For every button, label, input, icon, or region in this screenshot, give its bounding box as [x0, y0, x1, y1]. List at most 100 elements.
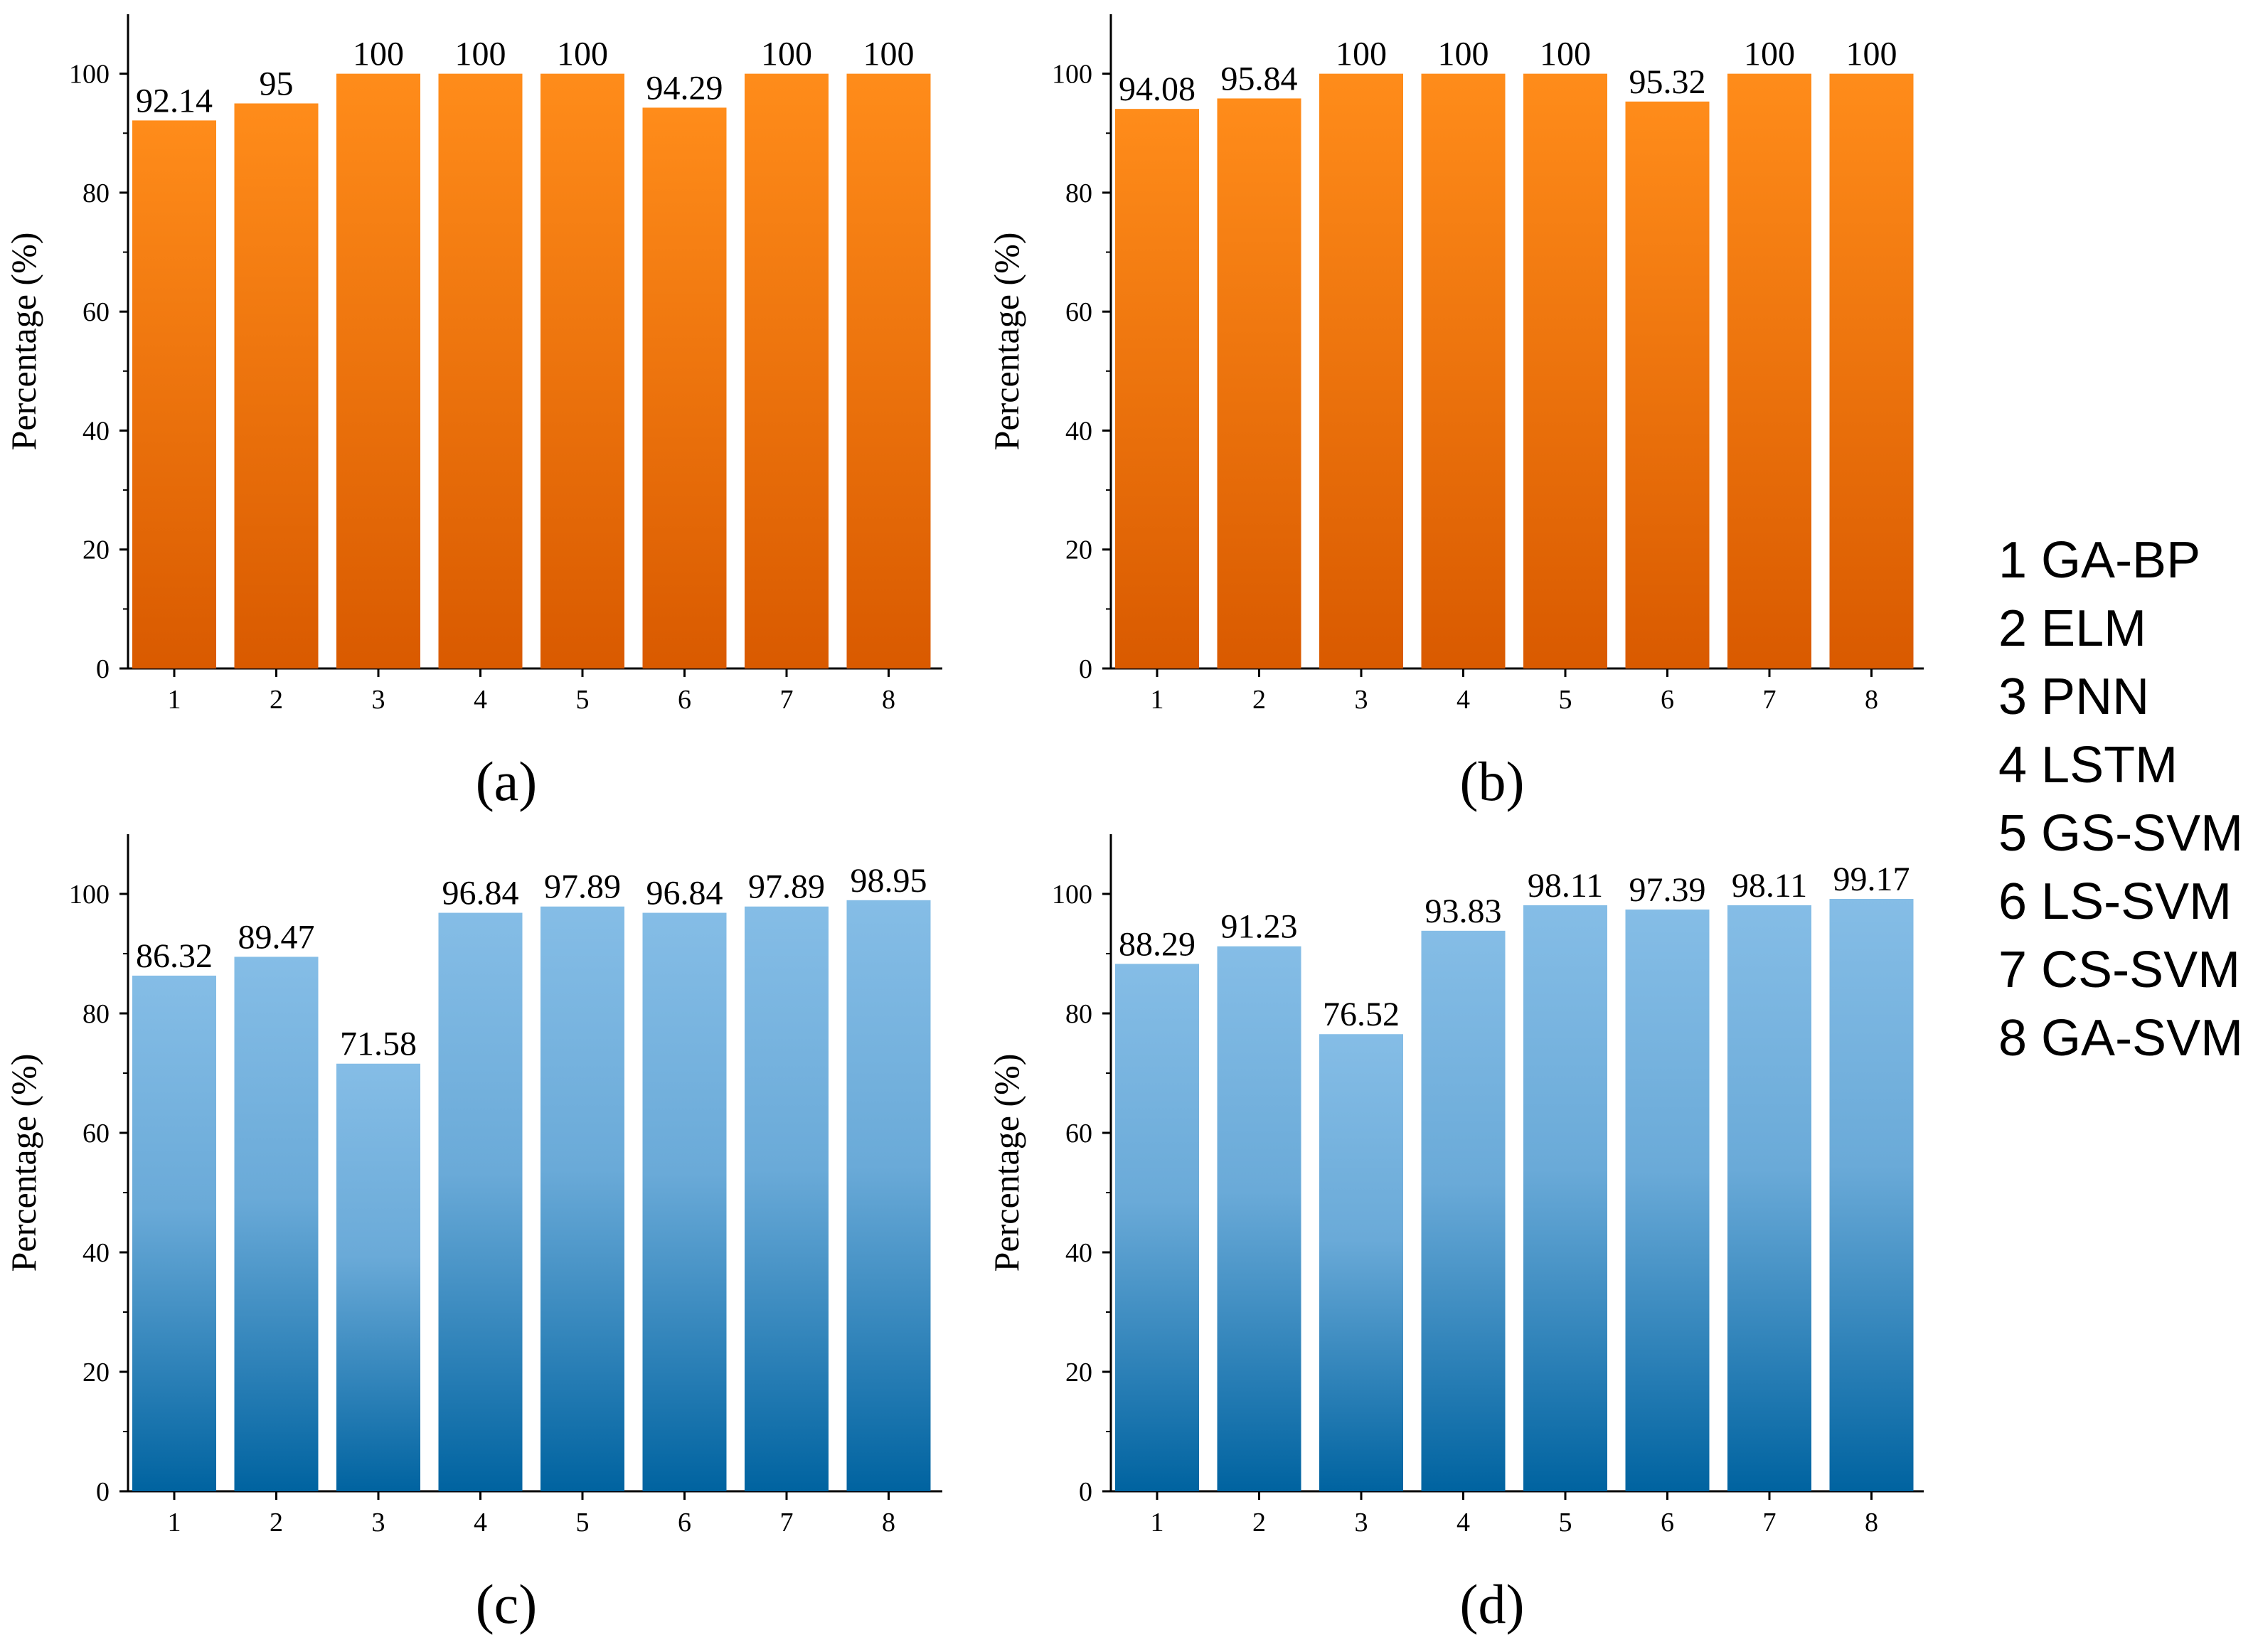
chart-panel-a: 0 20 40 60 80 100 Percentage (%) 1 92.14 2 95 3 100 4… — [4, 14, 942, 812]
y-tick-label: 80 — [1065, 178, 1092, 208]
data-label: 97.89 — [748, 868, 825, 906]
y-axis-label: Percentage (%) — [986, 233, 1026, 451]
x-tick-label: 3 — [1355, 685, 1368, 715]
y-tick-label: 60 — [1065, 1119, 1092, 1149]
x-tick-label: 5 — [576, 1508, 590, 1538]
x-tick-label: 6 — [1661, 685, 1674, 715]
x-tick-label: 8 — [882, 1508, 895, 1538]
y-tick-label: 80 — [82, 999, 110, 1029]
bar — [846, 73, 931, 669]
panel-label: (d) — [1460, 1573, 1525, 1635]
x-tick-label: 6 — [678, 1508, 691, 1538]
data-label: 95.32 — [1629, 63, 1706, 101]
bar — [1625, 909, 1710, 1491]
y-axis-label: Percentage (%) — [4, 233, 43, 451]
bar — [745, 906, 829, 1491]
y-tick-label: 40 — [82, 416, 110, 446]
y-tick-label: 0 — [96, 1477, 110, 1507]
bar — [540, 906, 624, 1491]
bar — [336, 73, 420, 669]
bar — [234, 103, 319, 669]
data-label: 96.84 — [646, 875, 723, 912]
data-label: 76.52 — [1323, 996, 1400, 1033]
data-label: 96.84 — [442, 875, 519, 912]
y-tick-label: 80 — [1065, 999, 1092, 1029]
bar — [1523, 73, 1607, 669]
legend-item: 6 LS-SVM — [1998, 873, 2232, 930]
bar — [1217, 946, 1301, 1491]
x-tick-label: 5 — [1559, 685, 1572, 715]
y-tick-label: 40 — [1065, 1238, 1092, 1268]
data-label: 97.89 — [544, 868, 621, 906]
data-label: 98.11 — [1528, 867, 1603, 905]
bar — [1115, 109, 1199, 668]
bar — [234, 956, 319, 1491]
x-tick-label: 1 — [1151, 1508, 1164, 1538]
y-tick-label: 40 — [1065, 416, 1092, 446]
bar — [1625, 101, 1710, 668]
panel-label: (a) — [476, 750, 538, 812]
bar — [745, 73, 829, 669]
bar — [1829, 73, 1914, 669]
chart-panel-d: 0 20 40 60 80 100 Percentage (%) 1 88.29 2 91.23 3 7… — [986, 834, 1924, 1635]
y-tick-label: 20 — [82, 1358, 110, 1387]
data-label: 100 — [455, 36, 506, 73]
data-label: 100 — [1336, 36, 1387, 73]
y-tick-label: 80 — [82, 178, 110, 208]
x-tick-label: 4 — [1456, 1508, 1470, 1538]
bar — [540, 73, 624, 669]
x-tick-label: 7 — [1763, 1508, 1777, 1538]
legend-item: 3 PNN — [1998, 668, 2150, 725]
y-tick-label: 100 — [1052, 60, 1092, 90]
data-label: 94.29 — [646, 69, 723, 107]
x-tick-label: 2 — [270, 685, 283, 715]
data-label: 98.95 — [851, 862, 927, 900]
data-label: 94.08 — [1119, 70, 1195, 108]
data-label: 100 — [761, 36, 812, 73]
bar — [1829, 898, 1914, 1491]
bar — [1217, 98, 1301, 669]
y-tick-label: 100 — [1052, 880, 1092, 910]
bar — [642, 107, 727, 669]
bar — [336, 1063, 420, 1491]
x-tick-label: 7 — [1763, 685, 1777, 715]
bar — [1421, 73, 1506, 669]
data-label: 100 — [863, 36, 915, 73]
data-label: 100 — [353, 36, 404, 73]
data-label: 95.84 — [1221, 60, 1298, 97]
data-label: 93.83 — [1425, 892, 1502, 930]
x-tick-label: 7 — [780, 1508, 794, 1538]
y-tick-label: 60 — [1065, 297, 1092, 327]
y-tick-label: 20 — [82, 535, 110, 565]
data-label: 100 — [1744, 36, 1795, 73]
bar — [1421, 930, 1506, 1491]
y-tick-label: 100 — [69, 880, 110, 910]
x-tick-label: 1 — [168, 1508, 181, 1538]
bar — [1319, 1034, 1403, 1491]
x-tick-label: 3 — [1355, 1508, 1368, 1538]
bar — [132, 120, 216, 669]
panel-label: (b) — [1460, 750, 1525, 812]
panel-label: (c) — [476, 1573, 538, 1635]
y-tick-label: 40 — [82, 1238, 110, 1268]
x-tick-label: 2 — [1252, 1508, 1266, 1538]
x-tick-label: 6 — [1661, 1508, 1674, 1538]
legend-item: 7 CS-SVM — [1998, 942, 2241, 998]
x-tick-label: 5 — [1559, 1508, 1572, 1538]
data-label: 100 — [557, 36, 608, 73]
chart-panel-c: 0 20 40 60 80 100 Percentage (%) 1 86.32 2 89.47 3 7… — [4, 834, 942, 1635]
x-tick-label: 2 — [270, 1508, 283, 1538]
x-tick-label: 1 — [1151, 685, 1164, 715]
y-tick-label: 60 — [82, 297, 110, 327]
x-tick-label: 8 — [882, 685, 895, 715]
y-tick-label: 0 — [1079, 1477, 1092, 1507]
y-tick-label: 20 — [1065, 1358, 1092, 1387]
x-tick-label: 1 — [168, 685, 181, 715]
bar — [1319, 73, 1403, 669]
y-tick-label: 60 — [82, 1119, 110, 1149]
x-tick-label: 8 — [1865, 1508, 1878, 1538]
bar — [1727, 73, 1811, 669]
y-tick-label: 20 — [1065, 535, 1092, 565]
data-label: 100 — [1846, 36, 1897, 73]
